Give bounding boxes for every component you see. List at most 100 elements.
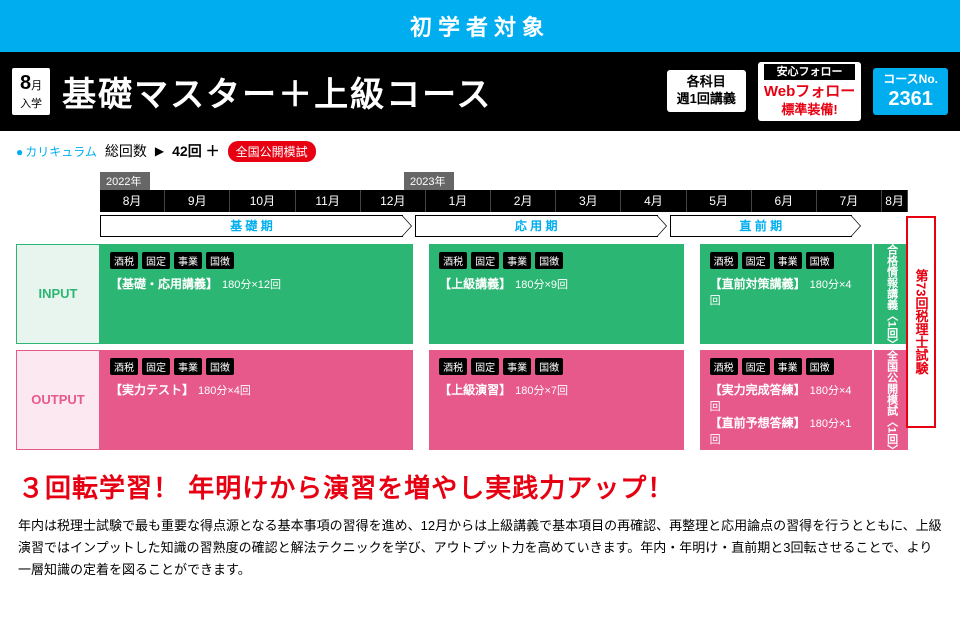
count-value: 42回 ＋	[172, 141, 219, 161]
month-cell: 5月	[687, 190, 752, 212]
curriculum-row: カリキュラム 総回数 ▶ 42回 ＋ 全国公開模試	[0, 131, 960, 172]
month-cell: 4月	[621, 190, 686, 212]
tag-row: 酒税固定事業国徴	[110, 358, 403, 375]
output-block-2: 酒税固定事業国徴 【上級演習】 180分×7回	[429, 350, 683, 450]
output-label: OUTPUT	[16, 350, 100, 450]
tag: 固定	[471, 252, 499, 269]
course-title: 基礎マスター＋上級コース	[62, 67, 492, 116]
output-block-1: 酒税固定事業国徴 【実力テスト】 180分×4回	[100, 350, 413, 450]
tag: 酒税	[439, 252, 467, 269]
tag-row: 酒税固定事業国徴	[439, 252, 673, 269]
block-title: 【実力テスト】	[110, 383, 194, 397]
phase-basic: 基 礎 期	[100, 215, 403, 237]
phase-row: 基 礎 期 応 用 期 直 前 期	[16, 214, 908, 238]
course-no-label: コースNo.	[883, 72, 938, 86]
tag: 事業	[774, 358, 802, 375]
tag: 事業	[503, 252, 531, 269]
year-row: 2022年 2023年	[16, 172, 908, 190]
tag-row: 酒税固定事業国徴	[110, 252, 403, 269]
month-cell: 11月	[296, 190, 361, 212]
block-count: 180分×4回	[198, 385, 251, 397]
month-cell: 6月	[752, 190, 817, 212]
tag: 固定	[742, 252, 770, 269]
tag: 国徴	[806, 358, 834, 375]
block-title: 【上級講義】	[439, 277, 511, 291]
block-title: 【直前予想答練】	[710, 416, 806, 430]
course-number-box: コースNo. 2361	[873, 68, 948, 114]
tag: 酒税	[110, 358, 138, 375]
input-block-3: 酒税固定事業国徴 【直前対策講義】180分×4回	[700, 244, 872, 344]
tag: 国徴	[206, 358, 234, 375]
enroll-label: 入学	[20, 95, 42, 111]
arrow-icon: ▶	[155, 144, 164, 158]
follow-bot: 標準装備!	[764, 102, 855, 119]
tag: 固定	[742, 358, 770, 375]
output-row: OUTPUT 酒税固定事業国徴 【実力テスト】180分×4回 酒税固定事業国徴 …	[16, 350, 908, 450]
year-2022: 2022年	[100, 172, 150, 190]
tag: 酒税	[439, 358, 467, 375]
block-count: 180分×12回	[222, 279, 281, 291]
freq-l2: 週1回講義	[677, 91, 736, 108]
tag: 酒税	[710, 252, 738, 269]
block-title: 【直前対策講義】	[710, 277, 806, 291]
block-title: 【基礎・応用講義】	[110, 277, 218, 291]
input-label: INPUT	[16, 244, 100, 344]
enroll-month-unit: 月	[31, 80, 42, 92]
headline: ３回転学習！ 年明けから演習を増やし実践力アップ！	[0, 450, 960, 515]
phase-final: 直 前 期	[670, 215, 853, 237]
tag: 国徴	[206, 252, 234, 269]
tag-row: 酒税固定事業国徴	[710, 358, 862, 375]
input-row: INPUT 酒税固定事業国徴 【基礎・応用講義】180分×12回 酒税固定事業国…	[16, 244, 908, 344]
block-count: 180分×7回	[515, 385, 568, 397]
tag: 国徴	[535, 358, 563, 375]
tag-row: 酒税固定事業国徴	[710, 252, 862, 269]
tag-row: 酒税固定事業国徴	[439, 358, 673, 375]
freq-l1: 各科目	[677, 74, 736, 91]
mock-exam-tag: 全国公開模試	[228, 141, 316, 162]
tag: 酒税	[110, 252, 138, 269]
tag: 事業	[174, 252, 202, 269]
tag: 事業	[503, 358, 531, 375]
year-2023: 2023年	[404, 172, 454, 190]
tag: 酒税	[710, 358, 738, 375]
month-cell: 12月	[361, 190, 426, 212]
frequency-box: 各科目 週1回講義	[667, 70, 746, 112]
output-side: 全国公開模試〈1回〉	[874, 350, 908, 450]
month-cell: 1月	[426, 190, 491, 212]
timeline: 2022年 2023年 8月 9月 10月 11月 12月 1月 2月 3月 4…	[0, 172, 960, 450]
count-label: 総回数	[105, 141, 147, 161]
month-cell: 9月	[165, 190, 230, 212]
block-count: 180分×9回	[515, 279, 568, 291]
input-block-1: 酒税固定事業国徴 【基礎・応用講義】 180分×12回	[100, 244, 413, 344]
month-row: 8月 9月 10月 11月 12月 1月 2月 3月 4月 5月 6月 7月 8…	[16, 190, 908, 212]
block-title: 【実力完成答練】	[710, 383, 806, 397]
month-cell: 10月	[230, 190, 295, 212]
header-bar: 8月 入学 基礎マスター＋上級コース 各科目 週1回講義 安心フォロー Webフ…	[0, 52, 960, 131]
input-block-2: 酒税固定事業国徴 【上級講義】 180分×9回	[429, 244, 683, 344]
tag: 国徴	[806, 252, 834, 269]
course-no-value: 2361	[883, 87, 938, 111]
follow-mid: Webフォロー	[764, 82, 855, 102]
block-title: 【上級演習】	[439, 383, 511, 397]
enroll-month: 8	[20, 72, 31, 94]
output-block-3: 酒税固定事業国徴 【実力完成答練】180分×4回 【直前予想答練】180分×1回	[700, 350, 872, 450]
month-cell: 7月	[817, 190, 882, 212]
enroll-month-box: 8月 入学	[12, 68, 50, 115]
tag: 固定	[471, 358, 499, 375]
exam-column: 第73回税理士試験	[906, 216, 936, 428]
tag: 固定	[142, 358, 170, 375]
follow-box: 安心フォロー Webフォロー 標準装備!	[758, 62, 861, 121]
month-cell: 8月	[100, 190, 165, 212]
body-text: 年内は税理士試験で最も重要な得点源となる基本事項の習得を進め、12月からは上級講…	[0, 515, 960, 599]
tag: 国徴	[535, 252, 563, 269]
curriculum-label: カリキュラム	[16, 143, 97, 160]
month-cell: 8月	[882, 190, 908, 212]
top-banner: 初学者対象	[0, 0, 960, 52]
tag: 事業	[774, 252, 802, 269]
input-side: 合格情報講義〈1回〉	[874, 244, 908, 344]
tag: 固定	[142, 252, 170, 269]
month-cell: 3月	[556, 190, 621, 212]
follow-top: 安心フォロー	[764, 64, 855, 80]
month-cell: 2月	[491, 190, 556, 212]
phase-applied: 応 用 期	[415, 215, 658, 237]
